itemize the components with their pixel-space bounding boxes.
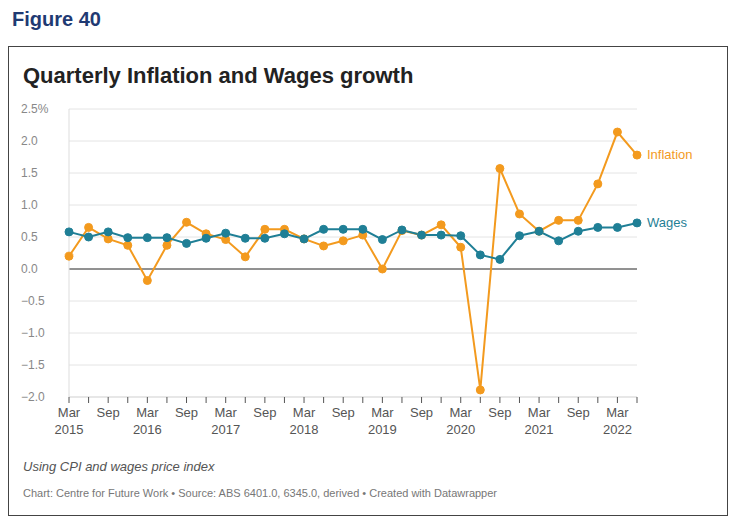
svg-text:Mar: Mar	[606, 405, 629, 420]
svg-text:Mar: Mar	[293, 405, 316, 420]
svg-text:Sep: Sep	[97, 405, 120, 420]
svg-text:Sep: Sep	[410, 405, 433, 420]
svg-text:0.0: 0.0	[21, 262, 38, 276]
svg-text:Mar: Mar	[528, 405, 551, 420]
svg-text:1.0: 1.0	[21, 198, 38, 212]
svg-text:Mar: Mar	[136, 405, 159, 420]
svg-text:−0.5: −0.5	[21, 294, 45, 308]
svg-text:Sep: Sep	[332, 405, 355, 420]
svg-text:Sep: Sep	[488, 405, 511, 420]
html-text:Figure 40: Figure 40	[12, 8, 101, 30]
svg-text:Sep: Sep	[567, 405, 590, 420]
svg-text:Mar: Mar	[214, 405, 237, 420]
svg-text:2017: 2017	[211, 422, 240, 437]
svg-text:2021: 2021	[525, 422, 554, 437]
svg-text:Sep: Sep	[175, 405, 198, 420]
svg-text:2020: 2020	[446, 422, 475, 437]
svg-text:Mar: Mar	[371, 405, 394, 420]
svg-text:2022: 2022	[603, 422, 632, 437]
svg-text:1.5: 1.5	[21, 166, 38, 180]
svg-text:Wages: Wages	[647, 215, 687, 230]
svg-text:2016: 2016	[133, 422, 162, 437]
svg-text:Mar: Mar	[58, 405, 81, 420]
svg-text:2015: 2015	[55, 422, 84, 437]
svg-text:2019: 2019	[368, 422, 397, 437]
svg-text:2.5%: 2.5%	[21, 102, 49, 116]
svg-text:−2.0: −2.0	[21, 390, 45, 404]
svg-text:0.5: 0.5	[21, 230, 38, 244]
svg-text:2.0: 2.0	[21, 134, 38, 148]
svg-text:Mar: Mar	[450, 405, 473, 420]
html-text:Using CPI and wages price inde: Using CPI and wages price index	[23, 459, 215, 474]
svg-text:−1.5: −1.5	[21, 358, 45, 372]
svg-text:Sep: Sep	[253, 405, 276, 420]
html-text:Chart: Centre for Future Work: Chart: Centre for Future Work • Source: …	[23, 487, 497, 499]
svg-text:Inflation: Inflation	[647, 147, 693, 162]
svg-text:−1.0: −1.0	[21, 326, 45, 340]
html-text:Quarterly Inflation and Wages: Quarterly Inflation and Wages growth	[23, 63, 414, 88]
svg-text:2018: 2018	[290, 422, 319, 437]
